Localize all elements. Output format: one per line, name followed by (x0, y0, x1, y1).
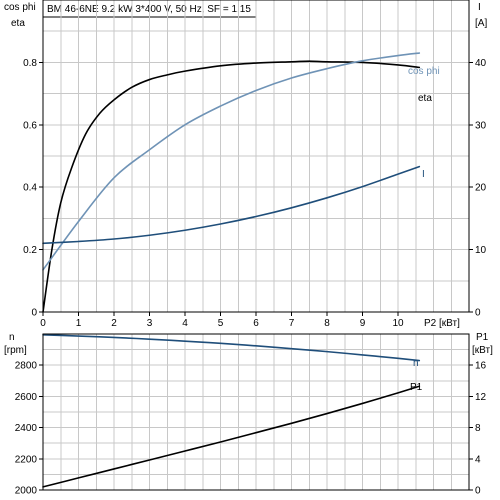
y-left-tick-label: 0.2 (23, 245, 37, 256)
x-tick-label: 9 (360, 318, 366, 329)
x-tick-label: 1 (76, 318, 82, 329)
top-series (42, 52, 421, 313)
x-axis-label: P2 [кВт] (424, 318, 460, 329)
y-right-tick-label: 16 (475, 361, 487, 372)
y-left-tick-label: 2600 (15, 392, 38, 403)
y-right-tick-label: 20 (475, 183, 487, 194)
series-label-i: I (422, 169, 425, 180)
top-plot-frame (42, 0, 470, 313)
x-tick-label: 8 (324, 318, 330, 329)
x-tick-label: 6 (253, 318, 259, 329)
y-left-tick-label: 2400 (15, 423, 38, 434)
top-right-ylabel-2: [A] (475, 18, 487, 29)
top-tick-labels: 0 1 2 3 4 5 6 7 8 9 10 0 0.2 0.4 0.6 0.8 0 10 20 30 40 (23, 58, 486, 329)
top-grid (43, 0, 469, 312)
top-right-ylabel-1: I (478, 2, 481, 13)
speed-curve (42, 333, 421, 362)
y-right-tick-label: 0 (475, 486, 481, 497)
y-right-tick-label: 30 (475, 120, 487, 131)
bottom-right-ylabel-1: P1 (476, 332, 489, 343)
bottom-left-ylabel-2: [rpm] (4, 345, 27, 356)
x-tick-label: 0 (40, 318, 46, 329)
top-left-ylabel-2: eta (11, 18, 25, 29)
x-tick-label: 3 (147, 318, 153, 329)
y-right-tick-label: 4 (475, 454, 481, 465)
bottom-tick-labels: 2000 2200 2400 2600 2800 0 4 8 12 16 (15, 361, 487, 497)
power-input-curve (42, 385, 421, 488)
bottom-series (42, 333, 421, 488)
series-label-cos-phi: cos phi (408, 66, 440, 77)
y-left-tick-label: 2000 (15, 486, 38, 497)
y-left-tick-label: 2800 (15, 361, 38, 372)
y-left-tick-label: 2200 (15, 454, 38, 465)
bottom-right-ylabel-2: [кВт] (472, 345, 493, 356)
x-tick-label: 4 (182, 318, 188, 329)
series-label-p1: P1 (410, 382, 423, 393)
x-tick-label: 5 (218, 318, 224, 329)
bottom-left-ylabel-1: n (9, 332, 15, 343)
bottom-grid (43, 334, 469, 490)
top-left-ylabel-1: cos phi (4, 2, 36, 13)
x-tick-label: 7 (289, 318, 295, 329)
y-left-tick-label: 0.8 (23, 58, 37, 69)
x-tick-label: 10 (392, 318, 404, 329)
y-right-tick-label: 0 (475, 308, 481, 319)
cos-phi-curve (42, 52, 421, 271)
bottom-plot-frame (42, 333, 470, 491)
y-right-tick-label: 12 (475, 392, 487, 403)
y-left-tick-label: 0.6 (23, 120, 37, 131)
series-label-n: n (413, 358, 419, 369)
series-label-eta: eta (418, 93, 432, 104)
y-right-tick-label: 8 (475, 423, 481, 434)
y-right-tick-label: 10 (475, 245, 487, 256)
y-right-tick-label: 40 (475, 58, 487, 69)
y-left-tick-label: 0.4 (23, 183, 37, 194)
eta-curve (42, 60, 421, 313)
y-left-tick-label: 0 (31, 308, 37, 319)
current-curve (42, 165, 421, 245)
x-tick-label: 2 (111, 318, 117, 329)
